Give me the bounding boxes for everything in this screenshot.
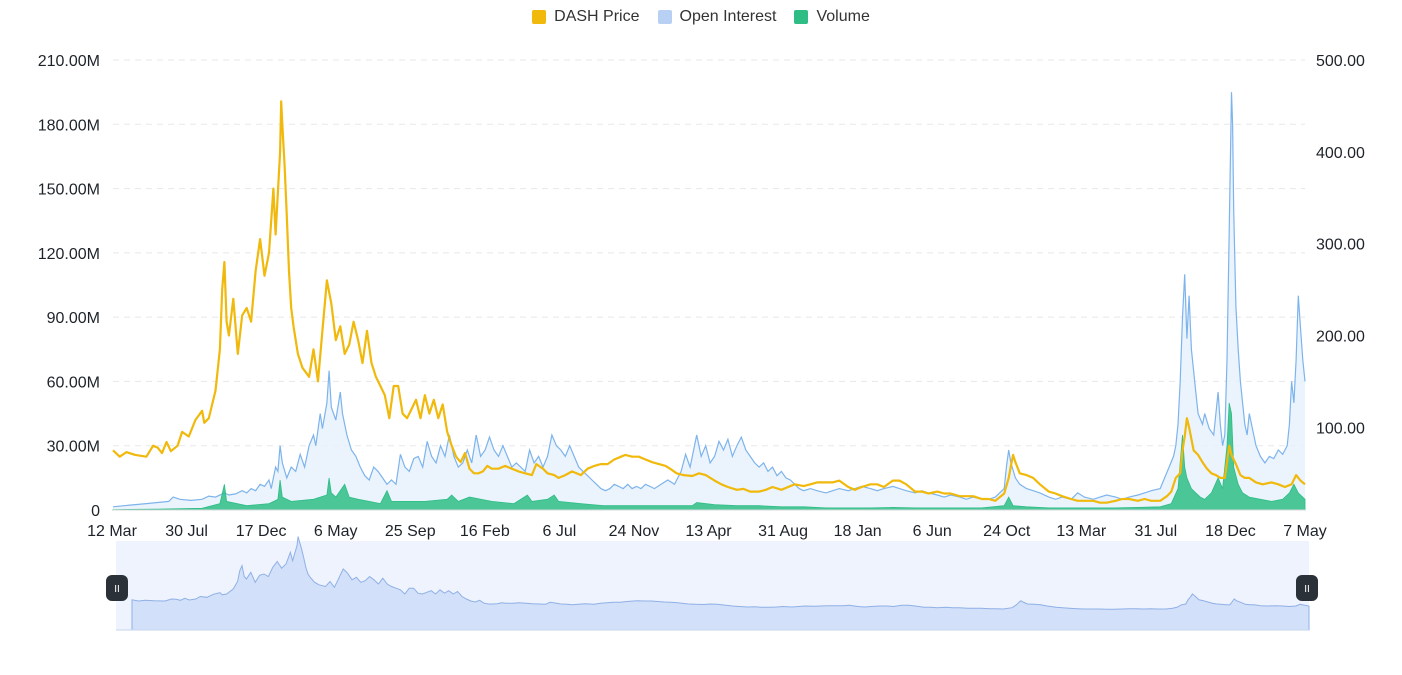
y-left-tick-label: 0 [91, 503, 100, 520]
x-tick-label: 6 Jun [913, 523, 952, 540]
y-left-tick-label: 210.00M [38, 53, 100, 70]
navigator-right-handle-body [1296, 575, 1318, 601]
legend: DASH Price Open Interest Volume [0, 8, 1402, 26]
x-tick-label: 25 Sep [385, 523, 436, 540]
volume-area [112, 402, 1306, 511]
legend-swatch-volume [794, 10, 809, 24]
y-right-tick-label: 300.00 [1316, 237, 1365, 254]
open-interest-area [113, 92, 1305, 510]
x-tick-label: 13 Mar [1056, 523, 1106, 540]
price-series [112, 100, 1306, 504]
x-tick-label: 7 May [1283, 523, 1327, 540]
y-left-tick-label: 30.00M [47, 439, 100, 456]
y-right-tick-label: 500.00 [1316, 53, 1365, 70]
y-right-tick-label: 100.00 [1316, 420, 1365, 437]
y-left-tick-label: 150.00M [38, 182, 100, 199]
x-tick-label: 31 Aug [758, 523, 808, 540]
navigator-right-handle-grip-icon: II [1304, 584, 1310, 595]
x-tick-label: 24 Nov [609, 523, 660, 540]
x-tick-label: 6 Jul [542, 523, 576, 540]
x-tick-label: 17 Dec [236, 523, 287, 540]
legend-label-volume: Volume [816, 8, 870, 25]
y-right-tick-label: 400.00 [1316, 145, 1365, 162]
y-right-tick-label: 200.00 [1316, 329, 1365, 346]
legend-item-volume[interactable]: Volume [794, 8, 870, 26]
open-interest-series [112, 92, 1306, 510]
legend-label-open-interest: Open Interest [679, 8, 777, 25]
x-tick-label: 13 Apr [685, 523, 732, 540]
y-left-tick-label: 180.00M [38, 117, 100, 134]
legend-label-dash-price: DASH Price [554, 8, 640, 25]
navigator-right-handle[interactable]: II [1296, 575, 1318, 601]
open-interest-line [112, 92, 1306, 508]
navigator-left-handle-grip-icon: II [114, 584, 120, 595]
legend-swatch-dash-price [532, 10, 547, 24]
axes: 0 30.00M 60.00M 90.00M 120.00M 150.00M 180.00M… [38, 53, 1365, 540]
range-navigator[interactable]: II II [106, 536, 1318, 631]
grid-lines [113, 59, 1305, 447]
legend-item-dash-price[interactable]: DASH Price [532, 8, 640, 26]
volume-series [112, 402, 1306, 511]
y-left-tick-label: 120.00M [38, 246, 100, 263]
y-left-tick-label: 90.00M [47, 310, 100, 327]
x-tick-label: 6 May [314, 523, 358, 540]
x-tick-label: 18 Jan [834, 523, 882, 540]
legend-swatch-open-interest [657, 10, 672, 24]
x-tick-label: 30 Jul [165, 523, 208, 540]
x-tick-label: 18 Dec [1205, 523, 1256, 540]
x-tick-label: 12 Mar [87, 523, 137, 540]
navigator-left-handle-body [106, 575, 128, 601]
legend-item-open-interest[interactable]: Open Interest [657, 8, 777, 26]
x-tick-label: 16 Feb [460, 523, 510, 540]
y-left-tick-label: 60.00M [47, 374, 100, 391]
dash-price-line [112, 100, 1306, 504]
x-tick-label: 24 Oct [983, 523, 1031, 540]
navigator-left-handle[interactable]: II [106, 575, 128, 601]
x-tick-label: 31 Jul [1135, 523, 1178, 540]
navigator-series-area [131, 536, 1310, 631]
